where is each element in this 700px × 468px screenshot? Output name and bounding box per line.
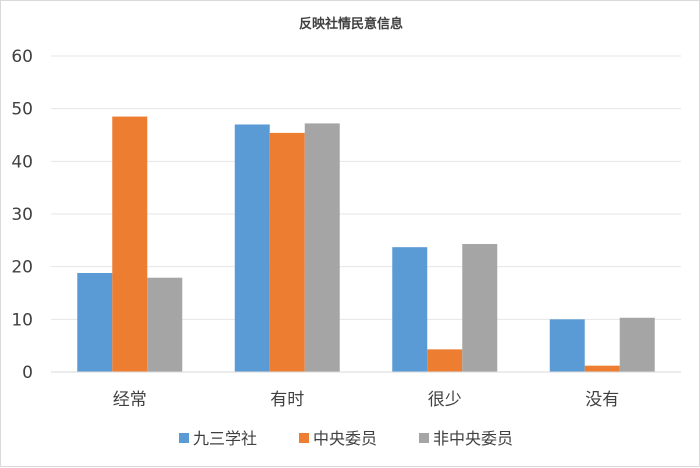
bar (304, 123, 340, 372)
legend-swatch (179, 433, 189, 443)
bar (619, 317, 655, 372)
y-tick-label: 0 (22, 363, 33, 383)
bar (549, 319, 585, 372)
bar (427, 349, 463, 372)
y-tick-label: 60 (11, 47, 33, 67)
x-tick-label: 有时 (270, 390, 304, 410)
x-axis-ticks: 经常 有时 很少 没有 (113, 390, 620, 410)
y-tick-label: 30 (11, 205, 33, 225)
legend-label: 中央委员 (313, 429, 377, 448)
legend: 九三学社 中央委员 非中央委员 (179, 429, 513, 448)
x-tick-label: 很少 (428, 390, 462, 410)
x-tick-label: 经常 (113, 390, 147, 410)
bar (77, 272, 113, 372)
legend-label: 九三学社 (193, 429, 257, 448)
y-tick-label: 50 (11, 100, 33, 120)
bar (392, 247, 428, 372)
bar (147, 277, 183, 372)
chart-title: 反映社情民意信息 (299, 16, 403, 32)
legend-label: 非中央委员 (433, 429, 513, 448)
bar (584, 365, 620, 372)
y-tick-label: 20 (11, 258, 33, 278)
legend-swatch (299, 433, 309, 443)
y-tick-label: 10 (11, 310, 33, 330)
bar (462, 244, 498, 372)
legend-swatch (419, 433, 429, 443)
bar (269, 132, 305, 372)
x-tick-label: 没有 (585, 390, 619, 410)
y-tick-label: 40 (11, 152, 33, 172)
y-axis-ticks: 0 10 20 30 40 50 60 (11, 47, 33, 383)
bar (234, 124, 270, 372)
bar (112, 116, 148, 372)
bars (77, 116, 655, 372)
